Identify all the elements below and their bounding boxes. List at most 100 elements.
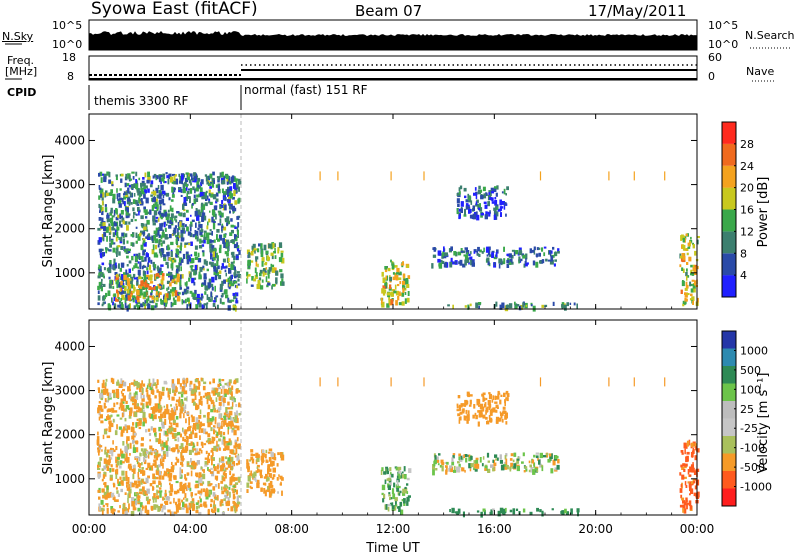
velocity-echo-cell [395, 467, 399, 471]
velocity-echo-cell [692, 441, 696, 447]
power-echo-cell [489, 210, 491, 214]
velocity-echo-cell [103, 402, 106, 409]
velocity-echo-cell [470, 455, 473, 460]
velocity-echo-cell [469, 468, 472, 472]
velocity-echo-cell [200, 488, 203, 494]
velocity-echo-cell [148, 382, 152, 388]
power-echo-cell [271, 285, 273, 290]
power-echo-cell [150, 287, 154, 290]
velocity-echo-cell [173, 511, 178, 514]
power-echo-cell [124, 249, 127, 253]
velocity-echo-cell [139, 386, 141, 393]
power-echo-cell [694, 250, 697, 256]
power-echo-cell [142, 250, 145, 256]
power-echo-cell [160, 298, 162, 305]
power-echo-cell [155, 175, 158, 180]
power-echo-cell [685, 284, 689, 289]
velocity-echo-cell [217, 508, 220, 513]
power-echo-cell [281, 281, 285, 286]
power-echo-cell [402, 285, 406, 290]
power-echo-cell [404, 291, 407, 295]
velocity-echo-cell [108, 416, 111, 420]
power-echo-cell [110, 239, 114, 245]
velocity-echo-cell [468, 454, 471, 458]
power-echo-cell [480, 212, 484, 216]
velocity-echo-cell [489, 417, 493, 423]
power-echo-cell [129, 290, 133, 295]
power-echo-cell [123, 246, 126, 252]
power-echo-cell [136, 276, 139, 279]
velocity-echo-cell [537, 457, 539, 461]
power-echo-cell [210, 283, 214, 288]
velocity-echo-cell [493, 462, 497, 466]
power-echo-cell [491, 201, 495, 204]
velocity-echo-cell [142, 450, 146, 456]
power-echo-cell [133, 265, 135, 269]
velocity-echo-cell [268, 483, 272, 489]
power-echo-cell [200, 187, 203, 192]
velocity-echo-cell [150, 465, 154, 471]
power-echo-cell [175, 238, 178, 244]
power-echo-cell [199, 211, 202, 217]
power-streak [423, 171, 425, 181]
power-echo-cell [207, 282, 210, 288]
velocity-echo-cell [207, 433, 211, 438]
velocity-echo-cell [445, 465, 448, 468]
velocity-echo-cell [204, 457, 208, 460]
power-echo-cell [179, 251, 182, 254]
power-echo-cell [135, 183, 139, 190]
power-echo-cell [162, 203, 166, 206]
velocity-echo-cell [219, 502, 222, 507]
power-echo-cell [101, 196, 104, 201]
power-echo-cell [128, 200, 131, 206]
power-echo-cell [221, 226, 223, 232]
velocity-echo-cell [216, 431, 219, 436]
velocity-echo-cell [128, 415, 132, 419]
velocity-echo-cell [163, 412, 167, 419]
power-echo-cell [167, 178, 170, 185]
velocity-echo-cell [117, 478, 119, 484]
power-echo-cell [193, 194, 196, 199]
velocity-echo-cell [128, 503, 130, 510]
power-echo-cell [474, 187, 477, 191]
power-echo-cell [165, 223, 168, 226]
velocity-echo-cell [224, 382, 227, 386]
velocity-echo-cell [164, 501, 166, 504]
power-echo-cell [538, 252, 541, 257]
power-echo-cell [139, 285, 143, 292]
velocity-colorbar-swatch [722, 383, 736, 401]
velocity-echo-cell [154, 452, 159, 457]
power-echo-cell [262, 271, 265, 277]
velocity-echo-cell [504, 467, 508, 470]
power-echo-cell [145, 216, 148, 219]
velocity-echo-cell [109, 474, 113, 481]
power-echo-cell [152, 203, 156, 209]
power-echo-cell [195, 208, 198, 211]
velocity-echo-cell [147, 453, 150, 459]
velocity-echo-cell [182, 485, 187, 490]
power-echo-cell [168, 173, 172, 179]
power-echo-cell [132, 199, 136, 204]
velocity-echo-cell [397, 466, 402, 470]
velocity-echo-cell [148, 413, 151, 418]
velocity-echo-cell [433, 460, 436, 467]
power-echo-cell [124, 201, 126, 207]
velocity-echo-cell [149, 483, 153, 487]
velocity-echo-cell [460, 403, 464, 407]
power-echo-cell [135, 257, 138, 262]
velocity-echo-cell [121, 470, 125, 476]
velocity-echo-cell [500, 394, 503, 397]
power-echo-cell [463, 254, 467, 257]
power-echo-cell [510, 261, 514, 265]
power-echo-cell [168, 224, 172, 229]
velocity-echo-cell [395, 504, 398, 507]
velocity-echo-cell [482, 392, 486, 396]
velocity-echo-cell [113, 402, 116, 408]
velocity-echo-cell [112, 495, 115, 500]
velocity-echo-cell [201, 423, 205, 427]
power-echo-cell [102, 301, 105, 305]
velocity-echo-cell [541, 510, 544, 517]
velocity-echo-cell [194, 493, 198, 496]
power-echo-cell [432, 254, 437, 258]
